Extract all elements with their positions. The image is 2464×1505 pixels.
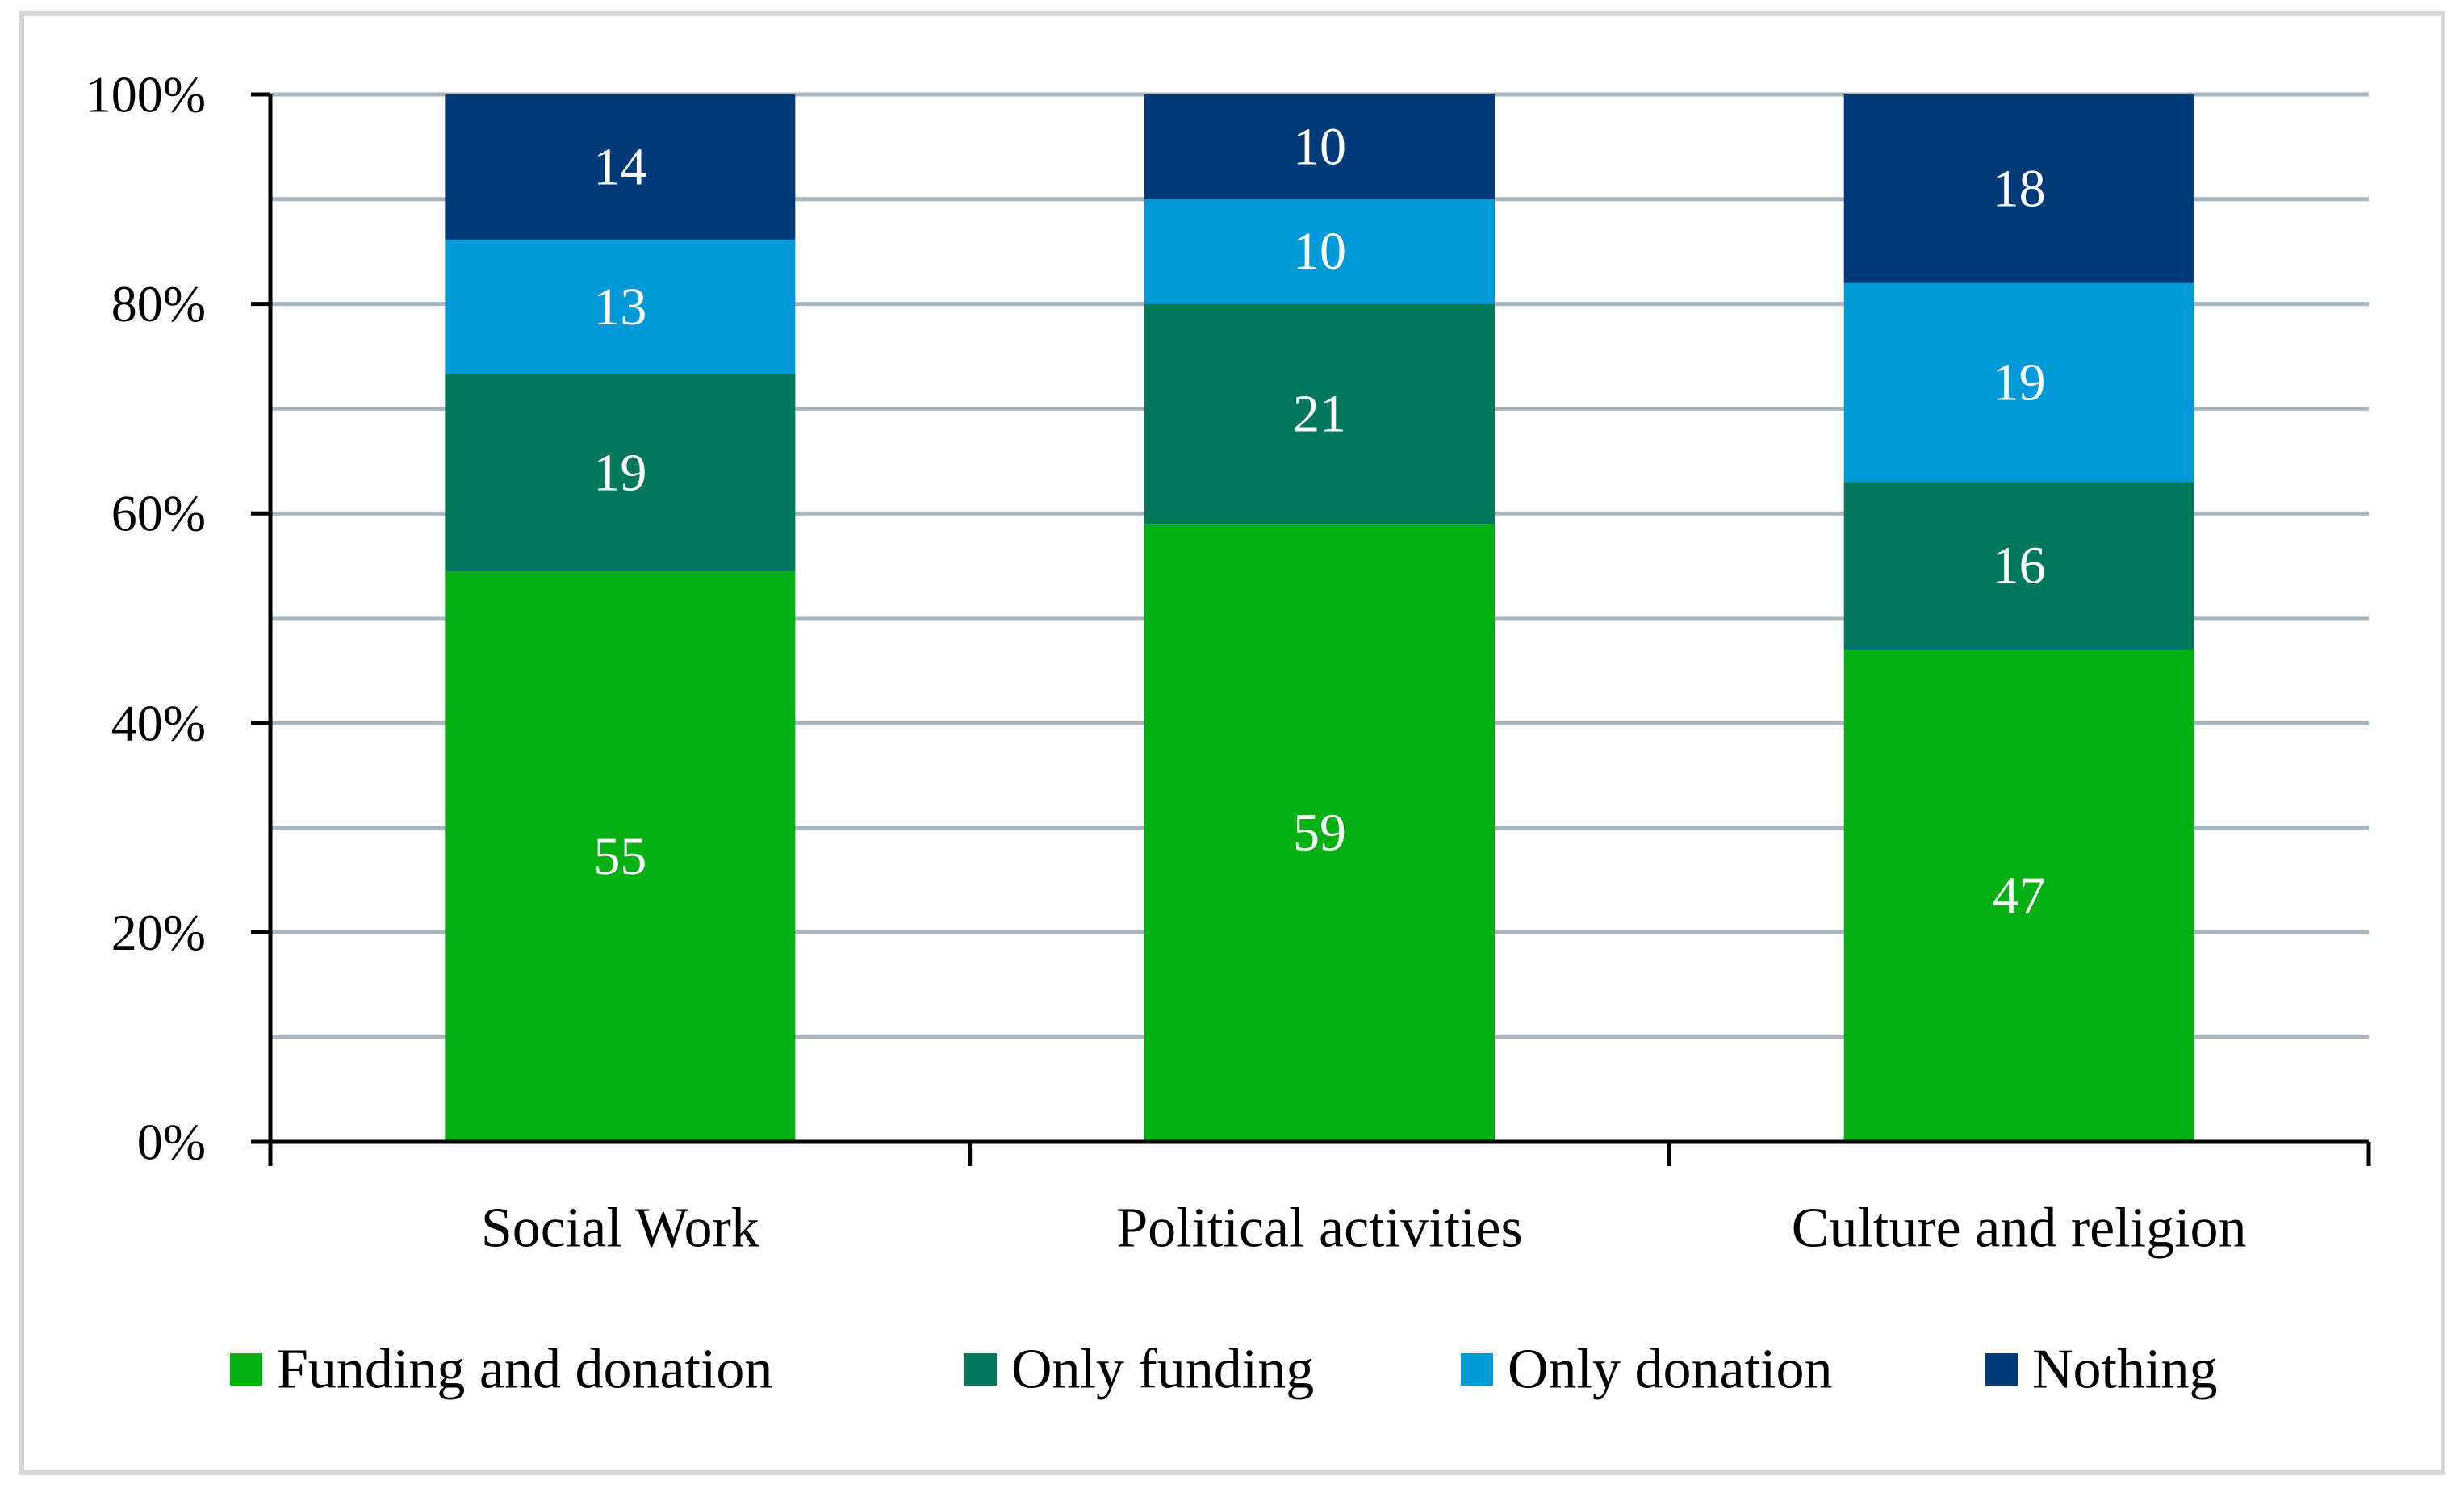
legend-swatch [230, 1353, 262, 1386]
y-tick-label: 100% [86, 66, 206, 123]
x-category-label: Social Work [481, 1198, 759, 1260]
data-label: 55 [593, 827, 646, 886]
legend-label: Funding and donation [277, 1339, 772, 1401]
data-label: 19 [1993, 353, 2046, 412]
bar-segment [1843, 94, 2194, 283]
legend-swatch [1461, 1353, 1493, 1386]
axes: 0% 20% 40% 60% 80% 100% Social Work Political a… [86, 66, 2371, 1260]
data-label: 18 [1993, 159, 2046, 218]
bar-segment [1843, 482, 2194, 650]
x-category-label: Culture and religion [1792, 1198, 2247, 1260]
bars [445, 94, 2194, 1142]
data-label: 14 [593, 137, 646, 196]
data-label: 10 [1293, 222, 1346, 281]
legend-label: Only funding [1011, 1339, 1314, 1401]
y-tick-label: 60% [111, 485, 206, 542]
y-tick-label: 0% [137, 1114, 206, 1171]
data-label: 13 [593, 278, 646, 337]
data-label: 16 [1993, 537, 2046, 596]
bar-segment [1144, 303, 1495, 525]
bar-segment [445, 239, 796, 374]
x-category-label: Political activities [1116, 1198, 1523, 1260]
legend-label: Nothing [2032, 1339, 2217, 1401]
bar-segment [1144, 524, 1495, 1142]
bar-segment [445, 571, 796, 1142]
legend-swatch [1985, 1353, 2018, 1386]
bar-segment [1144, 199, 1495, 304]
legend-swatch [964, 1353, 997, 1386]
data-label: 19 [593, 444, 646, 503]
legend-label: Only donation [1508, 1339, 1832, 1401]
y-tick-label: 80% [111, 275, 206, 332]
bar-segment [1843, 649, 2194, 1142]
bar-segment [445, 374, 796, 572]
data-labels: 55 19 13 14 59 21 10 10 47 16 19 18 [593, 117, 2045, 925]
data-label: 21 [1293, 384, 1346, 443]
bar-segment [1843, 282, 2194, 483]
y-tick-label: 20% [111, 904, 206, 961]
data-label: 10 [1293, 117, 1346, 176]
y-tick-label: 40% [111, 694, 206, 751]
bar-segment [1144, 94, 1495, 199]
data-label: 59 [1293, 804, 1346, 863]
bar-segment [445, 94, 796, 240]
data-label: 47 [1993, 866, 2046, 925]
legend: Funding and donation Only funding Only don… [230, 1339, 2217, 1401]
